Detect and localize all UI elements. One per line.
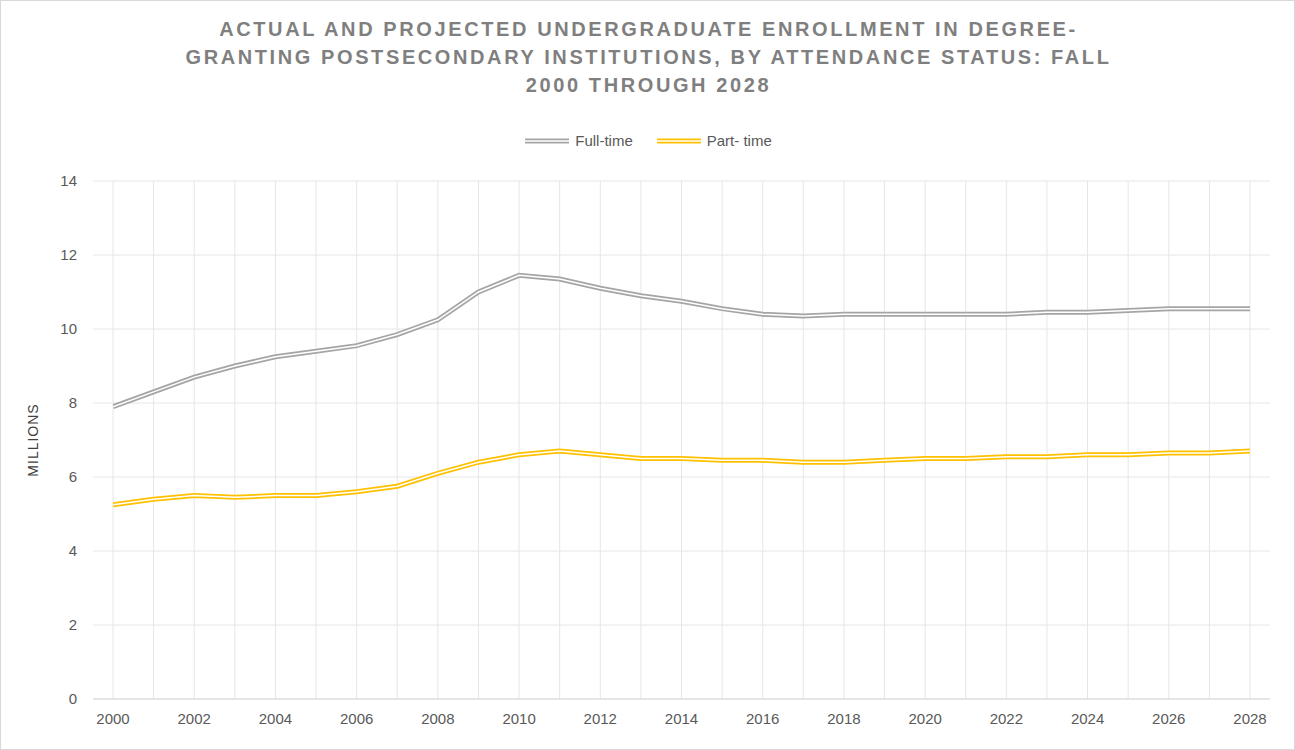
svg-text:4: 4 (69, 542, 77, 559)
svg-text:2018: 2018 (827, 710, 860, 727)
svg-text:2012: 2012 (584, 710, 617, 727)
svg-text:2020: 2020 (908, 710, 941, 727)
svg-text:2004: 2004 (259, 710, 292, 727)
svg-text:2026: 2026 (1152, 710, 1185, 727)
svg-text:6: 6 (69, 468, 77, 485)
svg-text:10: 10 (60, 320, 77, 337)
svg-text:2028: 2028 (1233, 710, 1266, 727)
html-text:Part- time: Part- time (706, 132, 772, 149)
svg-text:2016: 2016 (746, 710, 779, 727)
svg-text:2010: 2010 (502, 710, 535, 727)
svg-text:12: 12 (60, 246, 77, 263)
svg-text:14: 14 (60, 172, 77, 189)
svg-text:2002: 2002 (178, 710, 211, 727)
svg-text:2: 2 (69, 616, 77, 633)
svg-text:MILLIONS: MILLIONS (25, 403, 41, 476)
html-text:ACTUAL AND PROJECTED UNDERGRAD: ACTUAL AND PROJECTED UNDERGRADUATE ENROL… (185, 18, 1112, 96)
svg-text:2006: 2006 (340, 710, 373, 727)
svg-text:8: 8 (69, 394, 77, 411)
svg-text:2000: 2000 (96, 710, 129, 727)
svg-text:0: 0 (69, 690, 77, 707)
svg-text:2022: 2022 (990, 710, 1023, 727)
html-text:Full-time: Full-time (575, 132, 633, 149)
svg-text:2008: 2008 (421, 710, 454, 727)
svg-text:2024: 2024 (1071, 710, 1104, 727)
svg-text:2014: 2014 (665, 710, 698, 727)
